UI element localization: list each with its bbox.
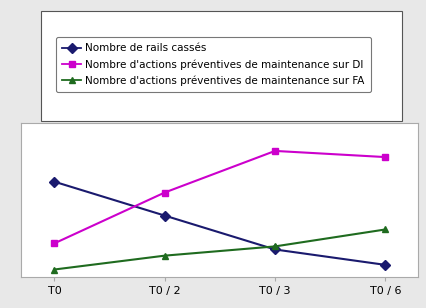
FancyBboxPatch shape <box>41 11 401 121</box>
Legend: Nombre de rails cassés, Nombre d'actions préventives de maintenance sur DI, Nomb: Nombre de rails cassés, Nombre d'actions… <box>56 37 370 92</box>
